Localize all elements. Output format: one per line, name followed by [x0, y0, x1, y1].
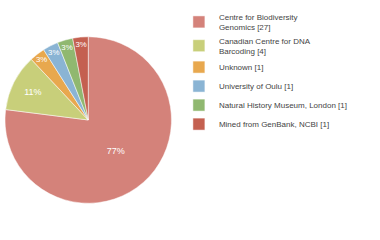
svg-text:University of Oulu [1]: University of Oulu [1]: [219, 82, 293, 91]
svg-text:3%: 3%: [61, 43, 72, 52]
svg-text:Centre for BiodiversityGenomic: Centre for BiodiversityGenomics [27]: [219, 13, 298, 32]
svg-text:Unknown [1]: Unknown [1]: [219, 63, 263, 72]
svg-text:3%: 3%: [75, 40, 86, 49]
svg-text:3%: 3%: [48, 48, 59, 57]
svg-text:11%: 11%: [24, 87, 41, 97]
svg-text:Canadian Centre for DNABarcodi: Canadian Centre for DNABarcoding [4]: [219, 37, 311, 56]
svg-text:77%: 77%: [107, 146, 125, 156]
svg-text:Natural History Museum, London: Natural History Museum, London [1]: [219, 101, 347, 110]
svg-text:Mined from GenBank, NCBI [1]: Mined from GenBank, NCBI [1]: [219, 120, 329, 129]
svg-text:3%: 3%: [36, 55, 47, 64]
